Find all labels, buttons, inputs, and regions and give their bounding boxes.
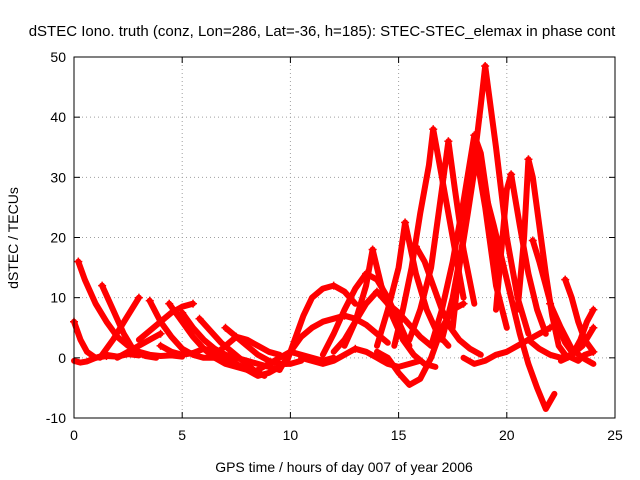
peak-marker	[221, 323, 230, 332]
peak-marker	[178, 308, 187, 317]
peak-marker	[351, 344, 360, 353]
x-tick-label: 25	[607, 427, 623, 443]
series-arc-38	[557, 306, 597, 364]
y-tick-label: -10	[46, 410, 66, 426]
peak-marker	[98, 281, 107, 290]
peak-marker	[561, 275, 570, 284]
series-arc-33	[514, 156, 571, 361]
series-arc-9	[135, 300, 196, 343]
peak-marker	[472, 152, 481, 161]
x-tick-label: 15	[391, 427, 407, 443]
peak-marker	[362, 269, 371, 278]
peak-marker	[232, 332, 241, 341]
series-arc-2	[71, 353, 121, 366]
peak-marker	[372, 287, 381, 296]
series-arc-12	[157, 342, 283, 379]
series-arc-39	[568, 348, 597, 364]
peak-marker	[189, 299, 198, 308]
series-arc-13	[211, 333, 283, 358]
x-axis-label: GPS time / hours of day 007 of year 2006	[215, 459, 473, 475]
peak-marker	[340, 311, 349, 320]
peak-marker	[444, 137, 453, 146]
peak-marker	[429, 125, 438, 134]
data-series	[70, 62, 598, 412]
series-arc-37	[562, 276, 597, 355]
y-tick-label: 0	[58, 350, 66, 366]
series-arc-17	[283, 282, 359, 367]
series-arc-32	[493, 171, 549, 337]
peak-marker	[589, 323, 598, 332]
peak-marker	[459, 299, 468, 308]
series-arc-30	[460, 324, 554, 367]
y-tick-label: 50	[50, 49, 66, 65]
peak-marker	[507, 170, 516, 179]
series-arc-5	[97, 294, 142, 361]
peak-marker	[589, 305, 598, 314]
series-arc-36	[547, 300, 597, 367]
peak-marker	[74, 257, 83, 266]
x-tick-label: 5	[178, 427, 186, 443]
x-tick-label: 20	[499, 427, 515, 443]
peak-marker	[481, 62, 490, 71]
peak-marker	[102, 352, 111, 361]
peak-marker	[156, 341, 165, 350]
series-arc-24	[391, 126, 467, 349]
peak-marker	[481, 188, 490, 197]
peak-marker	[286, 347, 295, 356]
peak-marker	[470, 131, 479, 140]
series-arc-4	[99, 282, 160, 361]
peak-marker	[195, 314, 204, 323]
series-arc-16	[276, 312, 391, 373]
peak-marker	[156, 329, 165, 338]
x-tick-label: 10	[283, 427, 299, 443]
series-arc-31	[482, 189, 558, 412]
peak-marker	[546, 299, 555, 308]
chart-title: dSTEC Iono. truth (conz, Lon=286, Lat=-3…	[29, 23, 616, 40]
y-axis-label: dSTEC / TECUs	[5, 187, 21, 289]
peak-marker	[401, 218, 410, 227]
series-arc-11	[196, 315, 268, 379]
series-arc-18	[298, 345, 424, 370]
peak-marker	[329, 281, 338, 290]
peak-marker	[165, 299, 174, 308]
y-tick-label: 20	[50, 230, 66, 246]
peak-marker	[524, 155, 533, 164]
peak-marker	[134, 293, 143, 302]
x-tick-label: 0	[70, 427, 78, 443]
peak-marker	[368, 245, 377, 254]
plot-frame	[73, 56, 616, 419]
peak-marker	[411, 242, 420, 251]
y-tick-label: 40	[50, 109, 66, 125]
series-arc-21	[341, 246, 439, 370]
peak-marker	[589, 347, 598, 356]
y-tick-label: 30	[50, 169, 66, 185]
peak-marker	[528, 236, 537, 245]
y-tick-label: 10	[50, 290, 66, 306]
peak-marker	[546, 323, 555, 332]
series-arc-7	[114, 330, 164, 361]
peak-marker	[145, 296, 154, 305]
gridlines	[74, 57, 615, 418]
